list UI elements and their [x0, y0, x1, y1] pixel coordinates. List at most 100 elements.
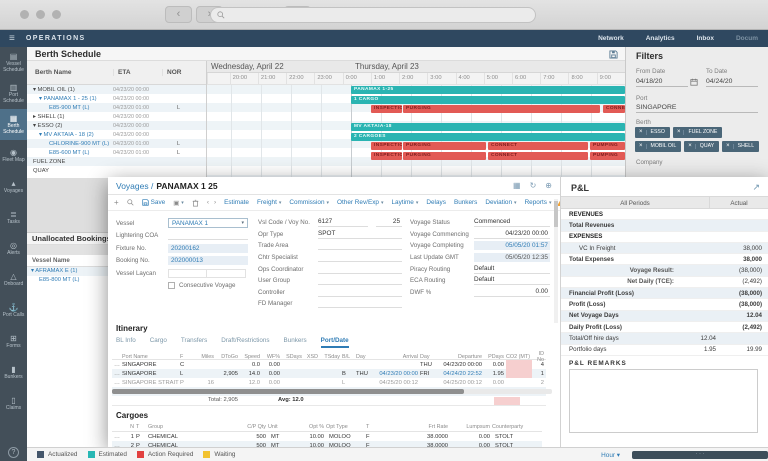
chip-remove-icon[interactable]: × [639, 129, 647, 136]
globe-icon[interactable]: ⊕ [545, 181, 552, 190]
hour-zoom-dropdown[interactable]: Hour ▾ [601, 451, 620, 459]
scrollbar-thumb[interactable] [112, 389, 464, 394]
chtr-specialist-field[interactable] [318, 253, 402, 263]
nav-documents[interactable]: Docum [735, 35, 758, 42]
save-layout-icon[interactable] [609, 50, 618, 59]
prev-voyage-button[interactable]: ‹ [206, 199, 209, 206]
itinerary-row[interactable]: … SINGAPORE L 2,905 14.0 0.00 B THU 04/23/2… [112, 369, 546, 378]
next-voyage-button[interactable]: › [213, 199, 217, 206]
window-minimize-icon[interactable] [36, 10, 45, 19]
dialog-scrollbar[interactable] [554, 199, 558, 323]
berth-chip[interactable]: × FUEL ZONE [672, 127, 723, 139]
gantt-bar-cargo[interactable]: 2 CARGOES [351, 132, 625, 141]
chip-remove-icon[interactable]: × [639, 143, 647, 150]
window-close-icon[interactable] [20, 10, 29, 19]
delete-icon[interactable] [192, 199, 199, 207]
col-nor[interactable]: NOR [162, 69, 195, 76]
laycan-to-field[interactable] [207, 268, 246, 278]
voy-no-field[interactable]: 25 [376, 218, 402, 228]
address-search-input[interactable] [229, 10, 509, 20]
gantt-bar-task[interactable]: INSPECTIO [371, 142, 402, 150]
trade-area-field[interactable] [318, 241, 402, 251]
sidebar-item-vessel-schedule[interactable]: ▤ Vessel Schedule [3, 52, 24, 73]
berth-chip[interactable]: × MOBIL OIL [635, 141, 682, 153]
tab-transfers[interactable]: Transfers [180, 337, 208, 344]
berth-row[interactable]: ▾ ESSO (2) 04/23/20 00:00 [27, 121, 206, 130]
gantt-bar-vessel[interactable]: PANAMAX 1-25 [351, 86, 625, 94]
gantt-bar-vessel[interactable]: MV AKTAIA-18 [351, 123, 625, 131]
col-eta[interactable]: ETA [113, 69, 162, 76]
tab-cargo[interactable]: Cargo [149, 337, 167, 344]
sync-icon[interactable]: ↻ [529, 181, 537, 190]
help-icon[interactable]: ? [8, 447, 19, 458]
gantt-bar-task[interactable]: PUMPING [590, 151, 625, 160]
gantt-bar-task[interactable]: PURGING [403, 151, 486, 160]
piracy-routing-field[interactable]: Default [474, 265, 550, 274]
gantt-bar-task[interactable]: CONNECT [488, 151, 588, 160]
gantt-bar-task[interactable]: CONNECT [488, 142, 588, 150]
row-menu-icon[interactable]: … [114, 433, 120, 440]
nav-inbox[interactable]: Inbox [696, 35, 714, 42]
user-group-field[interactable] [318, 276, 402, 286]
gantt-bar-cargo[interactable]: 1 CARGO [351, 95, 625, 104]
timeline-zoom-slider[interactable]: · · · [632, 451, 768, 459]
breadcrumb[interactable]: Voyages / [116, 180, 154, 191]
berth-row[interactable]: FUEL ZONE [27, 157, 206, 166]
back-button[interactable]: ‹ [165, 6, 192, 23]
calendar-icon[interactable] [690, 78, 698, 86]
sidebar-item-voyages[interactable]: ▴ Voyages [3, 178, 24, 194]
controller-field[interactable] [318, 288, 402, 297]
menu-deviation[interactable]: Deviation ▾ [485, 199, 517, 206]
pnl-tab-all-periods[interactable]: All Periods [561, 197, 710, 208]
gantt-bar-task[interactable]: PURGING [403, 142, 486, 150]
sidebar-item-port-calls[interactable]: ⚓ Port Calls [2, 302, 25, 318]
add-icon[interactable]: + [114, 198, 119, 207]
sidebar-item-bunkers[interactable]: ▮ Bunkers [4, 364, 23, 380]
fixture-no-field[interactable]: 20200162 [168, 243, 248, 253]
sidebar-item-claims[interactable]: ▯ Claims [5, 395, 22, 411]
itinerary-row[interactable]: … SINGAPORE C 0.0 0.00 THU 04/23/20 00:00 0… [114, 360, 544, 369]
consecutive-voyage-checkbox[interactable] [168, 282, 175, 290]
copy-button[interactable]: ▣ ▾ [173, 199, 184, 207]
berth-row[interactable]: ▾ MV AKTAIA - 18 (2) 04/23/20 00:00 [39, 131, 149, 138]
window-zoom-icon[interactable] [52, 10, 61, 19]
voyage-commencing-field[interactable]: 04/23/20 00:00 [474, 230, 550, 239]
pnl-tab-actual[interactable]: Actual [730, 200, 748, 207]
address-search-bar[interactable] [210, 7, 536, 23]
eca-routing-field[interactable]: Default [474, 276, 550, 286]
menu-laytime[interactable]: Laytime ▾ [391, 199, 419, 206]
hamburger-menu-icon[interactable]: ≡ [9, 33, 15, 44]
row-menu-icon[interactable]: … [114, 361, 120, 368]
menu-other-rev-exp[interactable]: Other Rev/Exp ▾ [337, 199, 384, 206]
to-date-field[interactable]: 04/24/20 [706, 78, 758, 87]
berth-row[interactable]: CHLORINE-900 MT (L) 04/23/20 01:00 L [27, 139, 206, 148]
laycan-from-field[interactable] [168, 268, 207, 278]
opr-type-field[interactable]: SPOT [318, 230, 402, 239]
gantt-bar-task[interactable]: PUMPING [590, 142, 625, 150]
booking-no-field[interactable]: 202000013 [168, 256, 248, 266]
gantt-bar-task[interactable]: INSPECTIO [371, 105, 402, 113]
sidebar-item-berth-schedule[interactable]: ▦ Berth Schedule [0, 109, 27, 140]
sidebar-item-tasks[interactable]: ≣ Tasks [7, 209, 20, 225]
lightering-coa-field[interactable] [168, 231, 248, 241]
itinerary-hscrollbar[interactable] [112, 389, 552, 394]
berth-row[interactable]: ▾ MOBIL OIL (1) 04/23/20 00:00 [27, 85, 206, 94]
berth-row[interactable]: ▸ SHELL (1) 04/23/20 00:00 [33, 113, 149, 120]
berth-chip[interactable]: × QUAY [684, 141, 720, 153]
berth-row[interactable]: ▾ PANAMAX 1 - 25 (1) 04/23/20 00:00 [39, 95, 149, 102]
menu-estimate[interactable]: Estimate [224, 199, 249, 206]
menu-bunkers[interactable]: Bunkers [453, 199, 478, 206]
berth-row[interactable]: QUAY [33, 167, 49, 174]
tab-bunkers[interactable]: Bunkers [283, 337, 307, 344]
col-berth-name[interactable]: Berth Name [35, 69, 72, 76]
dwf-field[interactable]: 0.00 [474, 288, 550, 297]
port-field[interactable]: SINGAPORE [636, 104, 758, 113]
berth-chip[interactable]: × SHELL [722, 141, 760, 153]
sidebar-item-fleet-map[interactable]: ◉ Fleet Map [2, 147, 25, 163]
chip-remove-icon[interactable]: × [677, 129, 685, 136]
unallocated-row[interactable]: ▾ AFRAMAX E (1) [27, 267, 108, 276]
sidebar-item-alerts[interactable]: ◎ Alerts [7, 240, 20, 256]
menu-commission[interactable]: Commission ▾ [289, 199, 330, 206]
sidebar-item-forms[interactable]: ⊞ Forms [6, 333, 21, 349]
